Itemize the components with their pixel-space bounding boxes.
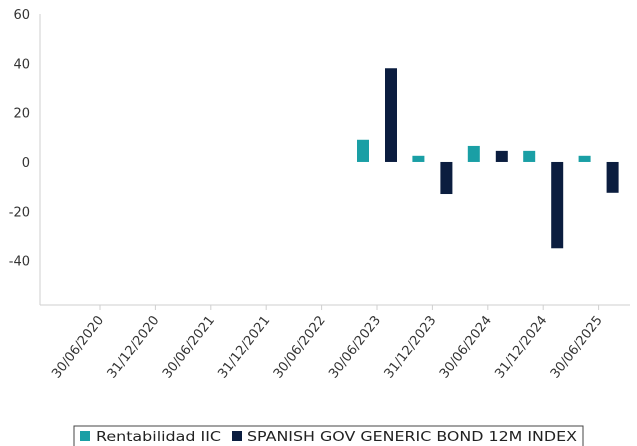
- x-tick-label: 31/12/2020: [105, 313, 163, 381]
- y-tick-label: 40: [13, 57, 30, 72]
- legend-label-rentabilidad[interactable]: Rentabilidad IIC: [96, 430, 221, 445]
- bar-rentabilidad-7: [467, 145, 480, 162]
- y-tick-label: 60: [13, 8, 30, 23]
- legend-swatch-rentabilidad[interactable]: [80, 431, 90, 441]
- x-axis-tick-labels: 30/06/202031/12/202030/06/202131/12/2021…: [49, 313, 606, 381]
- y-tick-label: -40: [9, 255, 30, 270]
- legend-box: [73, 425, 584, 446]
- x-tick-label: 30/06/2022: [271, 313, 329, 381]
- x-tick-label: 31/12/2021: [215, 313, 273, 381]
- y-tick-label: -20: [9, 205, 30, 220]
- bar-spanish-gov-bond-5: [385, 68, 397, 162]
- bar-rentabilidad-9: [578, 155, 591, 162]
- x-tick-label: 31/12/2023: [382, 313, 440, 381]
- x-tick-label: 30/06/2025: [548, 313, 606, 381]
- bars: [357, 68, 619, 249]
- y-tick-label: 20: [13, 107, 30, 122]
- x-tick-label: 30/06/2021: [160, 313, 218, 381]
- x-tick-label: 30/06/2024: [437, 313, 495, 381]
- y-axis-tick-labels: 60 40 20 0 -20 -40: [9, 8, 30, 270]
- bar-spanish-gov-bond-8: [551, 161, 564, 249]
- bar-spanish-gov-bond-6: [440, 161, 453, 195]
- axes: [39, 14, 630, 310]
- y-tick-label: 0: [22, 156, 30, 171]
- legend-swatch-spanish-gov-bond[interactable]: [232, 431, 242, 441]
- bar-spanish-gov-bond-9: [606, 161, 619, 193]
- legend-label-spanish-gov-bond[interactable]: SPANISH GOV GENERIC BOND 12M INDEX: [247, 430, 577, 445]
- x-tick-label: 30/06/2023: [326, 313, 384, 381]
- legend[interactable]: Rentabilidad IIC SPANISH GOV GENERIC BON…: [73, 425, 584, 446]
- bar-rentabilidad-6: [412, 155, 425, 162]
- bar-rentabilidad-8: [523, 150, 536, 162]
- x-tick-label: 31/12/2024: [492, 313, 550, 381]
- bar-spanish-gov-bond-7: [495, 150, 508, 162]
- x-tick-label: 30/06/2020: [49, 313, 107, 381]
- bar-rentabilidad-5: [357, 139, 369, 162]
